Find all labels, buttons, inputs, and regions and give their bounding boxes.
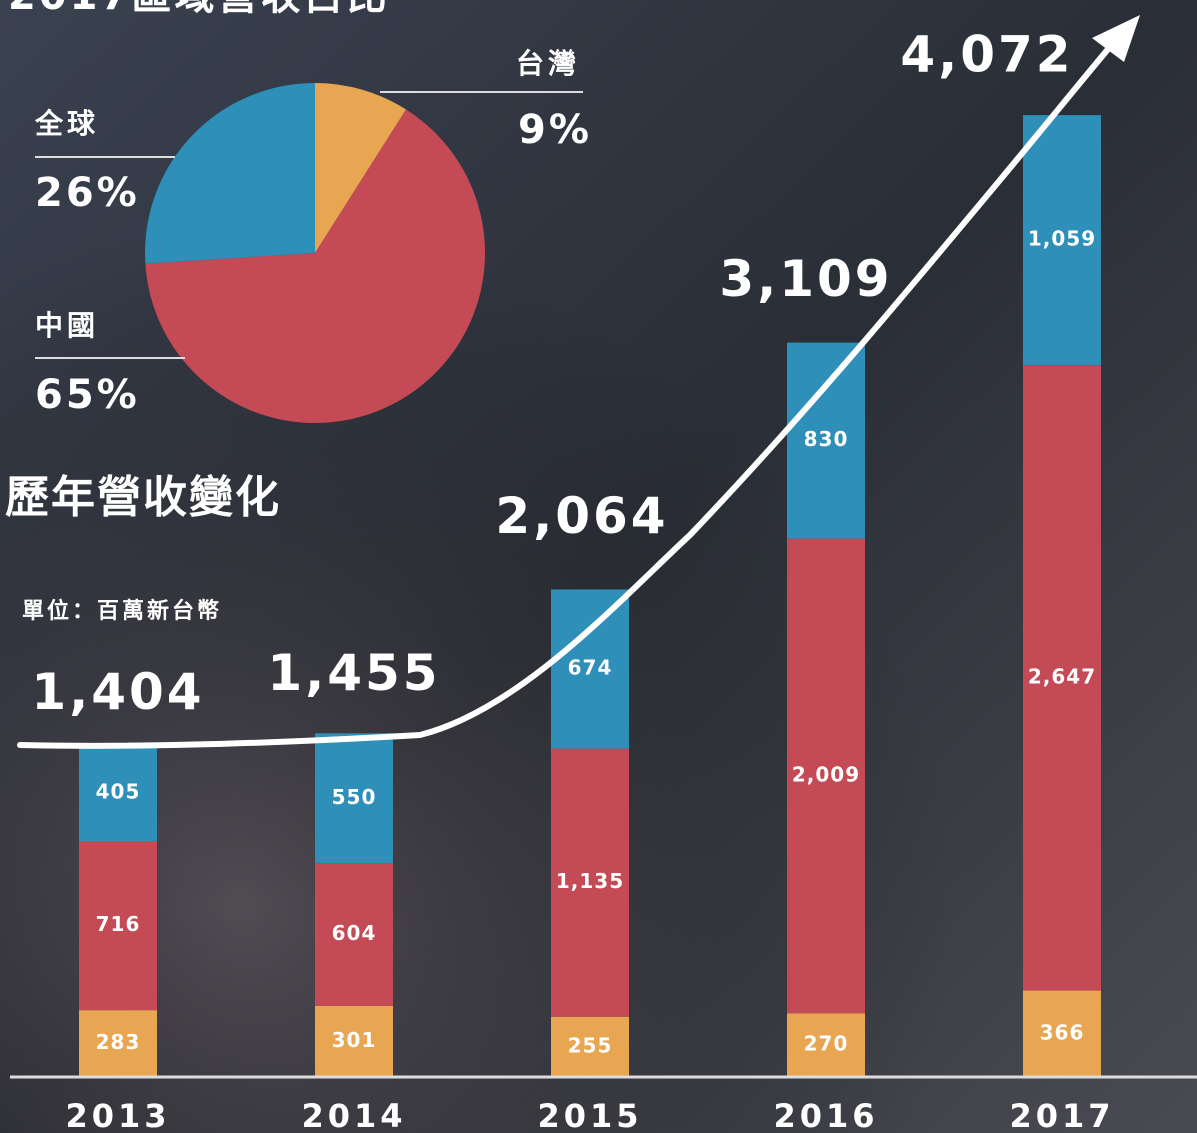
- segment-label: 270: [804, 1032, 849, 1056]
- segment-label: 716: [96, 912, 141, 936]
- bar-segment: [1023, 115, 1101, 366]
- bar-segment: [787, 342, 865, 539]
- segment-label: 405: [96, 780, 141, 804]
- trend-curve: [17, 32, 1123, 749]
- total-label: 2,064: [495, 487, 668, 545]
- pie-percent: 9%: [518, 107, 592, 153]
- pie-slice: [145, 109, 485, 423]
- x-tick-label: 2015: [537, 1097, 642, 1133]
- total-label: 1,455: [267, 644, 440, 702]
- bar-segment: [1023, 990, 1101, 1077]
- trend-arrow: [1092, 15, 1140, 62]
- segment-label: 1,059: [1028, 227, 1096, 251]
- segment-label: 283: [96, 1030, 141, 1054]
- bar-title: 歷年營收變化: [5, 472, 281, 523]
- segment-label: 550: [332, 785, 377, 809]
- bar-segment: [315, 863, 393, 1006]
- bar-segment: [551, 1016, 629, 1077]
- bar-segment: [315, 1005, 393, 1077]
- segment-label: 301: [332, 1028, 377, 1052]
- bar-segment: [551, 589, 629, 749]
- bar-segment: [551, 748, 629, 1017]
- bar-segment: [787, 1013, 865, 1077]
- total-label: 1,404: [31, 663, 204, 721]
- segment-label: 2,009: [792, 762, 860, 786]
- x-tick-label: 2014: [301, 1097, 406, 1133]
- segment-label: 366: [1040, 1020, 1085, 1044]
- bar-subtitle: 單位：百萬新台幣: [22, 598, 222, 624]
- segment-label: 604: [332, 921, 377, 945]
- bar-segment: [79, 1010, 157, 1077]
- bar-segment: [79, 841, 157, 1011]
- segment-label: 1,135: [556, 869, 624, 893]
- bar-segment: [787, 538, 865, 1014]
- bar-segment: [1023, 365, 1101, 991]
- pie-label: 台灣: [516, 47, 580, 80]
- pie-slice: [315, 83, 407, 253]
- segment-label: 674: [568, 656, 613, 680]
- bar-segment: [79, 745, 157, 842]
- pie-title: 2017區域營收占比: [8, 0, 389, 19]
- bar-segment: [315, 733, 393, 864]
- segment-label: 2,647: [1028, 664, 1096, 688]
- x-tick-label: 2016: [773, 1097, 878, 1133]
- segment-label: 255: [568, 1033, 613, 1057]
- x-tick-label: 2017: [1009, 1097, 1114, 1133]
- segment-label: 830: [804, 427, 849, 451]
- total-label: 4,072: [900, 26, 1073, 84]
- pie-slice: [145, 83, 315, 264]
- pie-percent: 26%: [35, 170, 140, 216]
- pie-label: 全球: [34, 107, 99, 140]
- pie-percent: 65%: [35, 372, 140, 418]
- pie-label: 中國: [35, 309, 99, 342]
- total-label: 3,109: [719, 250, 892, 308]
- x-tick-label: 2013: [65, 1097, 170, 1133]
